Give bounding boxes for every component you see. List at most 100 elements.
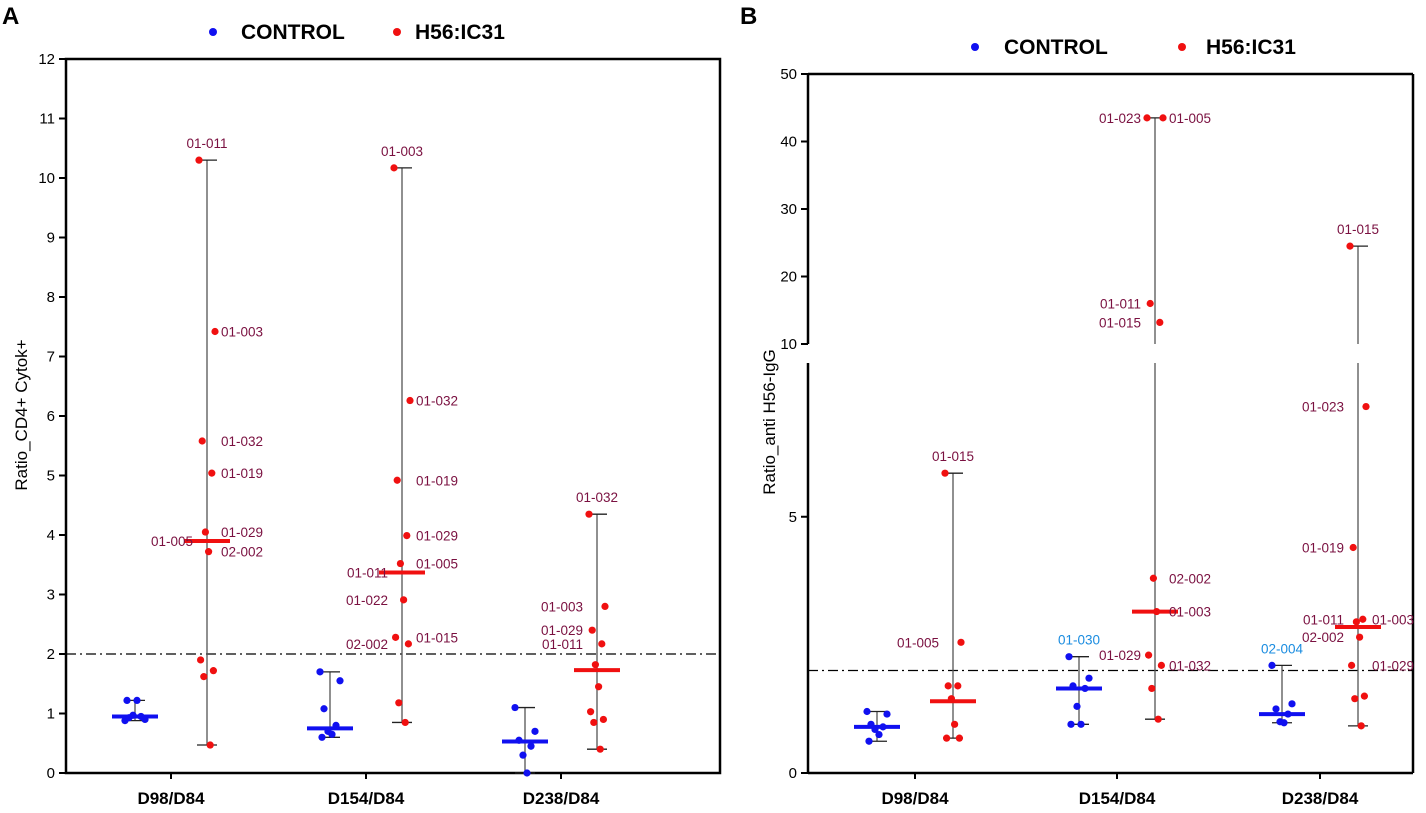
data-point — [954, 682, 962, 690]
data-point — [395, 699, 403, 707]
point-label: 01-019 — [221, 466, 263, 481]
group-d154-d84-treated: 01-003 01-032 01-019 01-029 01-005 01-011 01-0… — [346, 144, 458, 727]
data-point — [515, 736, 523, 744]
data-point — [197, 656, 205, 664]
y-tick-label-a: 0 — [47, 765, 55, 782]
y-tick-label-b: 20 — [780, 269, 797, 286]
data-point — [511, 703, 519, 712]
x-category-label-b: D98/D84 — [881, 789, 949, 808]
point-label: 01-019 — [416, 473, 458, 488]
data-point — [587, 708, 595, 716]
data-point — [206, 741, 214, 749]
point-label: 01-022 — [346, 593, 388, 608]
group-d154-d84-control — [307, 668, 353, 741]
legend-b-treated-label: H56:IC31 — [1206, 36, 1296, 59]
point-label: 01-032 — [1169, 658, 1211, 673]
y-tick-label-b: 40 — [780, 134, 797, 151]
group-d98-d84-treated: 01-015 01-005 — [897, 449, 976, 742]
y-tick-label-a: 12 — [38, 51, 55, 68]
point-label: 02-002 — [346, 637, 388, 652]
data-point — [1357, 722, 1365, 730]
data-point — [200, 673, 208, 681]
y-axis-label-b: Ratio_anti H56-IgG — [760, 349, 779, 495]
point-label: 01-003 — [221, 325, 263, 340]
point-label: 01-015 — [416, 630, 458, 645]
data-point — [320, 705, 328, 713]
data-point — [588, 626, 596, 634]
group-d154-d84-control: 01-030 — [1056, 633, 1102, 728]
point-label: 01-023 — [1099, 111, 1141, 126]
y-tick-label-a: 10 — [38, 170, 55, 187]
panel-b: B CONTROL H56:IC31 Ratio_anti H56-IgG 10… — [740, 3, 1415, 808]
y-tick-label-a: 5 — [47, 468, 55, 485]
point-label: 01-011 — [1100, 297, 1141, 312]
data-point — [209, 667, 217, 675]
point-label: 01-030 — [1058, 633, 1100, 648]
point-label: 01-011 — [1303, 612, 1344, 627]
data-point — [404, 640, 412, 648]
panel-a: A CONTROL H56:IC31 Ratio_CD4+ Cytok+ 012… — [2, 3, 722, 808]
y-tick-label-a: 8 — [47, 289, 55, 306]
data-point — [591, 661, 600, 669]
data-point — [598, 640, 606, 648]
data-point — [1073, 702, 1081, 710]
y-tick-label-a: 7 — [47, 349, 55, 366]
data-point — [198, 437, 206, 445]
data-point — [1268, 661, 1276, 669]
data-point — [875, 730, 883, 739]
y-tick-label-b: 5 — [789, 509, 797, 526]
data-point — [1159, 114, 1167, 122]
data-point — [871, 725, 879, 734]
legend-b-control-label: CONTROL — [1004, 36, 1108, 59]
x-category-label-a: D238/D84 — [523, 789, 600, 808]
point-label: 01-032 — [221, 434, 263, 449]
data-point — [883, 710, 891, 718]
data-point — [318, 733, 326, 741]
data-point — [1360, 692, 1368, 700]
data-point — [390, 164, 398, 172]
data-point — [590, 718, 598, 727]
data-point — [1146, 299, 1154, 308]
data-point — [396, 559, 404, 568]
legend-a-treated-label: H56:IC31 — [415, 21, 505, 44]
data-point — [867, 720, 875, 728]
data-point — [943, 734, 951, 742]
data-point — [1272, 705, 1280, 713]
point-label: 01-023 — [1302, 400, 1344, 415]
group-d238-d84-treated: 01-015 01-023 01-019 01-011 01-003 02-002 01-0… — [1302, 222, 1414, 730]
y-tick-label-a: 9 — [47, 230, 55, 247]
data-point — [955, 734, 964, 742]
x-category-label-b: D154/D84 — [1079, 789, 1156, 808]
point-label: 02-002 — [221, 545, 263, 560]
data-point — [585, 510, 593, 518]
data-point — [1362, 402, 1370, 411]
data-point — [1149, 574, 1157, 582]
point-label: 01-011 — [542, 637, 583, 652]
data-point — [527, 742, 535, 750]
data-point — [1085, 674, 1093, 682]
group-d154-d84-treated: 01-023 01-005 01-011 01-015 02-002 01-003 01-0… — [1099, 111, 1211, 723]
data-point — [1081, 684, 1089, 693]
point-label: 01-005 — [1169, 111, 1211, 126]
legend-b-control-marker — [971, 43, 979, 51]
data-point — [137, 712, 145, 721]
point-label: 01-029 — [221, 525, 263, 540]
point-label: 01-032 — [416, 394, 458, 409]
point-label: 01-003 — [381, 144, 423, 159]
data-point — [401, 718, 409, 727]
data-point — [133, 696, 141, 705]
data-point — [944, 682, 952, 690]
data-point — [1359, 615, 1367, 623]
legend-b: CONTROL H56:IC31 — [971, 36, 1296, 59]
data-point — [403, 531, 411, 540]
legend-a-control-label: CONTROL — [241, 21, 345, 44]
data-point — [957, 638, 965, 646]
data-point — [1154, 715, 1162, 723]
data-point — [1156, 318, 1164, 326]
data-point — [1280, 719, 1288, 727]
point-label: 01-029 — [1099, 648, 1141, 663]
y-tick-label-a: 3 — [47, 587, 55, 604]
data-point — [328, 730, 336, 738]
point-label: 01-003 — [1169, 605, 1211, 620]
